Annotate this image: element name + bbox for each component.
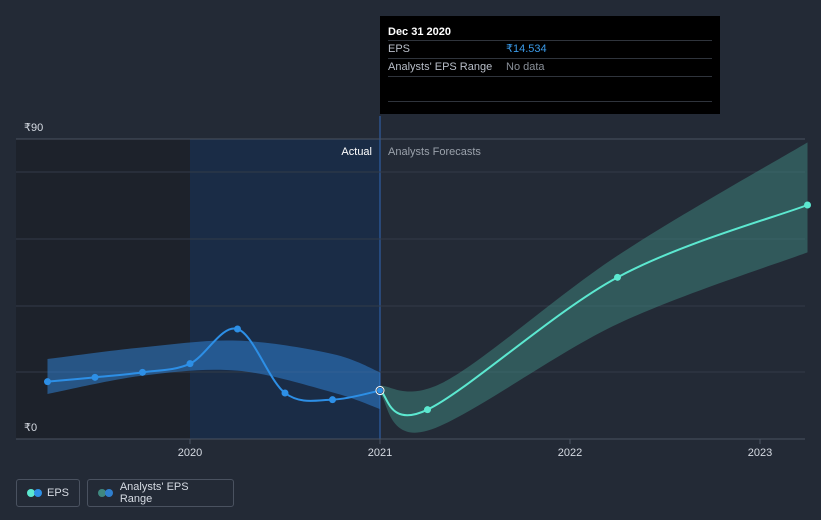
tooltip-range-label: Analysts' EPS Range — [388, 61, 493, 73]
eps-point[interactable] — [804, 201, 811, 209]
actual-label: Actual — [341, 146, 372, 158]
eps-current-point-core — [377, 387, 383, 394]
eps-line-1 — [379, 204, 808, 417]
legend-eps-label: EPS — [46, 487, 69, 499]
eps-point[interactable] — [424, 406, 431, 414]
legend-range-label: Analysts' EPS Range — [119, 481, 189, 505]
tooltip-date: Dec 31 2020 — [388, 26, 451, 38]
eps-point[interactable] — [44, 378, 51, 386]
eps-point[interactable] — [91, 373, 99, 381]
eps-point[interactable] — [281, 389, 289, 397]
x-tick-label: 2023 — [748, 447, 772, 459]
series-lines — [47, 204, 808, 417]
tooltip-eps-label: EPS — [388, 43, 411, 55]
tooltip-range-row: Analysts' EPS Range No data — [388, 58, 712, 76]
hover-tooltip: Dec 31 2020 EPS ₹14.534 Analysts' EPS Ra… — [380, 16, 720, 114]
eps-line-0 — [47, 327, 381, 402]
forecast-label: Analysts Forecasts — [388, 146, 481, 158]
eps-point[interactable] — [186, 360, 194, 368]
range-swatch-icon — [98, 489, 113, 497]
tooltip-eps-value: ₹14.534 — [506, 43, 547, 55]
y-tick-label: ₹0 — [24, 422, 37, 434]
eps-point[interactable] — [329, 396, 336, 404]
x-tick-label: 2020 — [178, 447, 202, 459]
y-tick-label: ₹90 — [24, 122, 43, 134]
legend-eps[interactable]: EPS — [16, 479, 80, 507]
eps-point[interactable] — [139, 368, 146, 376]
axis-labels: ₹90 ₹0 2020 2021 2022 2023 — [24, 122, 772, 459]
eps-point[interactable] — [614, 273, 621, 281]
x-tick-label: 2021 — [368, 447, 392, 459]
eps-point[interactable] — [234, 325, 241, 333]
tooltip-eps-row: EPS ₹14.534 — [388, 40, 712, 58]
range-bands — [47, 142, 808, 433]
series-points — [44, 201, 811, 414]
tooltip-range-value: No data — [506, 61, 545, 73]
past-shade — [16, 139, 190, 439]
range-band-0 — [47, 340, 380, 409]
legend-eps-range[interactable]: Analysts' EPS Range — [87, 479, 234, 507]
range-band-1 — [380, 142, 808, 433]
eps-swatch-icon — [27, 489, 42, 497]
tooltip-spacer — [388, 76, 712, 102]
x-tick-label: 2022 — [558, 447, 582, 459]
